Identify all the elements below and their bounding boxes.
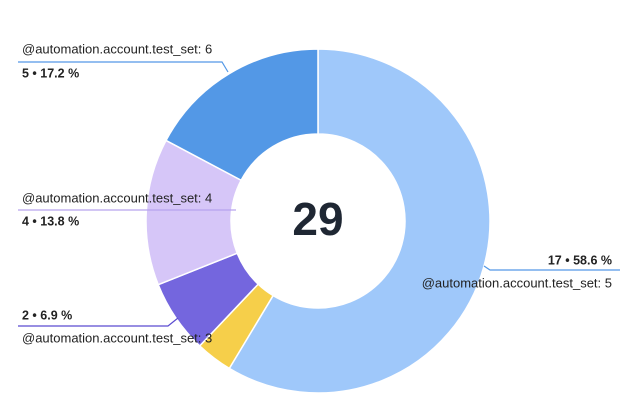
category-label: @automation.account.test_set: 5 — [422, 275, 612, 290]
leader-line — [483, 265, 620, 271]
category-label: @automation.account.test_set: 6 — [22, 41, 212, 56]
value-label: 4 • 13.8 % — [22, 214, 79, 228]
category-label: @automation.account.test_set: 4 — [22, 190, 212, 205]
leader-line — [18, 61, 229, 73]
donut-slice — [165, 48, 319, 182]
donut-slice — [228, 48, 491, 394]
leader-line — [18, 317, 179, 327]
value-label: 17 • 58.6 % — [548, 253, 612, 267]
value-label: 5 • 17.2 % — [22, 66, 79, 80]
category-label: @automation.account.test_set: 3 — [22, 330, 212, 345]
total-label: 29 — [292, 193, 343, 245]
value-label: 2 • 6.9 % — [22, 308, 72, 322]
